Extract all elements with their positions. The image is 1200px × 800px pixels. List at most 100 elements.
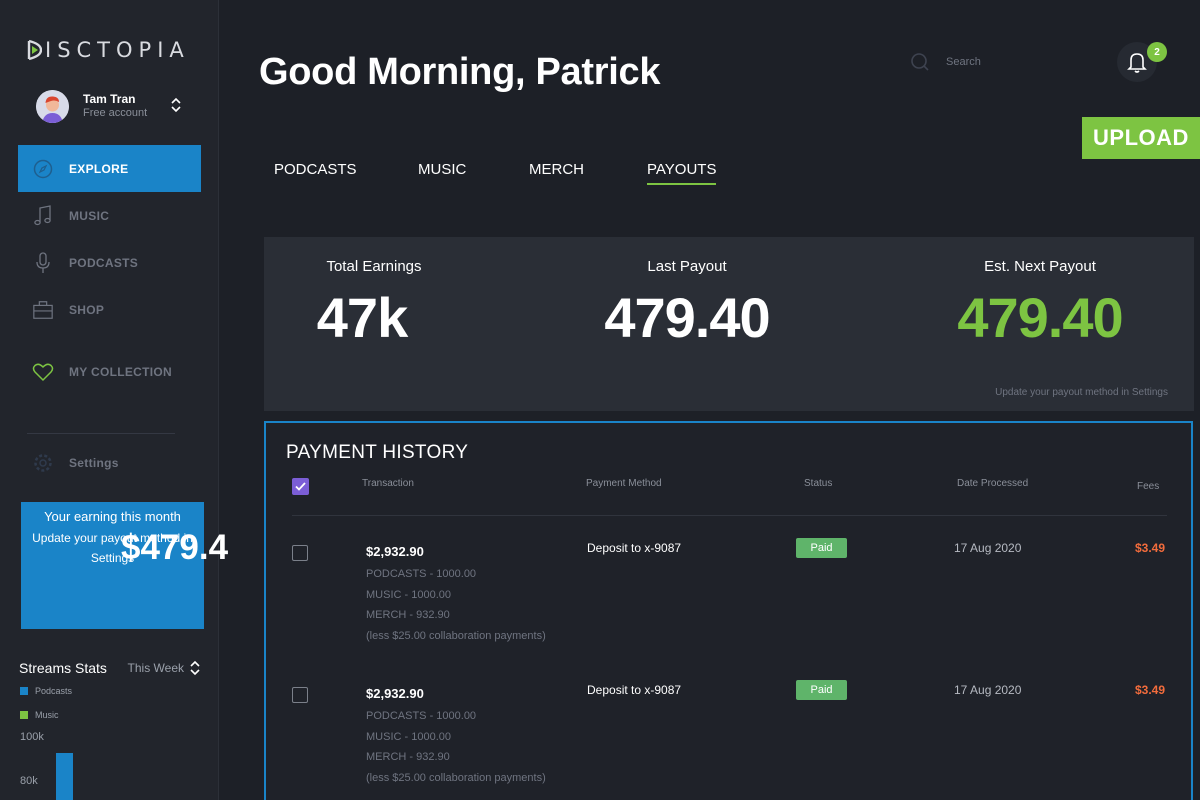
user-plan: Free account <box>83 106 148 119</box>
legend-swatch <box>20 687 28 695</box>
user-name: Tam Tran <box>83 91 136 106</box>
status-badge: Paid <box>796 538 847 558</box>
row-checkbox[interactable] <box>292 687 308 703</box>
gear-icon <box>32 452 54 474</box>
stats-range-label: This Week <box>127 661 184 675</box>
heart-icon <box>32 361 54 383</box>
row-checkbox[interactable] <box>292 545 308 561</box>
chevron-up-down-icon <box>190 660 200 676</box>
legend-music: Music <box>20 710 59 720</box>
streams-stats-title: Streams Stats <box>19 660 107 676</box>
sidebar-item-explore[interactable]: EXPLORE <box>18 145 201 192</box>
account-switcher[interactable]: Tam Tran Free account <box>36 88 186 124</box>
fee-amount: $3.49 <box>1134 541 1165 555</box>
breakdown-line: PODCASTS - 1000.00 <box>366 568 477 580</box>
sidebar-item-label: SHOP <box>69 302 105 317</box>
y-tick-label: 100k <box>20 731 44 743</box>
metric-value: 479.40 <box>604 286 770 349</box>
column-header-transaction[interactable]: Transaction <box>362 478 414 489</box>
column-header-status[interactable]: Status <box>804 478 833 489</box>
legend-podcasts: Podcasts <box>20 686 72 696</box>
sidebar-item-podcasts[interactable]: PODCASTS <box>18 239 201 286</box>
chevron-up-down-icon[interactable] <box>170 96 182 114</box>
y-tick-label: 80k <box>20 775 38 787</box>
transaction-amount: $2,932.90 <box>366 544 424 559</box>
breakdown-line: MERCH - 932.90 <box>366 609 450 621</box>
legend-swatch <box>20 711 28 719</box>
legend-label: Music <box>35 710 59 720</box>
breakdown-line: PODCASTS - 1000.00 <box>366 710 477 722</box>
metric-value: 47k <box>316 286 408 349</box>
date-processed: 17 Aug 2020 <box>954 683 1022 697</box>
date-processed: 17 Aug 2020 <box>954 541 1022 555</box>
last-payout-metric: Last Payout 479.40 <box>580 258 794 350</box>
play-logo-icon <box>27 39 42 61</box>
page-title: Good Morning, Patrick <box>259 51 661 93</box>
sidebar-item-label: Settings <box>69 455 119 470</box>
metric-value: 479.40 <box>957 286 1123 349</box>
tab-payouts[interactable]: PAYOUTS <box>647 161 717 185</box>
tab-music[interactable]: MUSIC <box>418 161 467 178</box>
next-payout-metric: Est. Next Payout 479.40 <box>938 258 1142 350</box>
breakdown-line: MUSIC - 1000.00 <box>366 588 451 601</box>
total-earnings-metric: Total Earnings 47k <box>304 258 444 350</box>
tab-podcasts[interactable]: PODCASTS <box>274 161 357 178</box>
metric-label: Total Earnings <box>326 258 422 275</box>
metric-label: Est. Next Payout <box>984 258 1096 275</box>
earning-card-title: Your earning this month <box>44 509 181 524</box>
breakdown-line: (less $25.00 collaboration payments) <box>366 771 546 784</box>
breakdown-line: MERCH - 932.90 <box>366 751 450 763</box>
column-header-method[interactable]: Payment Method <box>586 478 662 489</box>
sidebar-item-label: PODCASTS <box>69 255 139 270</box>
sidebar-item-music[interactable]: MUSIC <box>18 192 201 239</box>
earning-card-amount: $479.4 <box>121 528 229 567</box>
music-note-icon <box>32 204 54 227</box>
payout-settings-hint[interactable]: Update your payout method in Settings <box>995 387 1168 398</box>
compass-icon <box>32 158 54 180</box>
shopping-bag-icon <box>32 299 54 321</box>
fee-amount: $3.49 <box>1134 683 1165 697</box>
select-all-checkbox[interactable] <box>292 478 309 495</box>
checkmark-icon <box>295 482 306 491</box>
metric-label: Last Payout <box>647 258 727 275</box>
transaction-breakdown: PODCASTS - 1000.00 MUSIC - 1000.00 MERCH… <box>366 564 546 646</box>
avatar <box>36 89 69 123</box>
status-badge: Paid <box>796 680 847 700</box>
sidebar-item-label: MUSIC <box>69 208 110 223</box>
column-header-fees[interactable]: Fees <box>1137 481 1160 492</box>
stats-range-select[interactable]: This Week <box>128 660 201 676</box>
payout-summary-panel: Total Earnings 47k Last Payout 479.40 Es… <box>264 237 1194 411</box>
monthly-earning-card[interactable]: Your earning this month $479.4 Update yo… <box>21 502 228 629</box>
payment-method: Deposit to x-9087 <box>587 541 682 555</box>
tab-merch[interactable]: MERCH <box>529 161 584 178</box>
streams-stats-header: Streams Stats This Week <box>19 660 201 676</box>
podcasts-bar[interactable] <box>56 753 73 800</box>
search-icon <box>911 53 929 71</box>
sidebar-divider <box>27 433 175 434</box>
legend-label: Podcasts <box>35 686 73 696</box>
breakdown-line: MUSIC - 1000.00 <box>366 730 451 743</box>
earning-card-subtitle: Update your payout method in Settings <box>32 531 193 565</box>
notification-count-badge: 2 <box>1147 42 1167 62</box>
sidebar-item-shop[interactable]: SHOP <box>18 286 201 333</box>
payment-method: Deposit to x-9087 <box>587 683 682 697</box>
payment-history-table: PAYMENT HISTORY Transaction Payment Meth… <box>264 421 1193 800</box>
microphone-icon <box>32 251 54 274</box>
search-bar[interactable]: Search <box>910 52 981 72</box>
transaction-amount: $2,932.90 <box>366 686 424 701</box>
search-input[interactable]: Search <box>946 56 981 68</box>
sidebar-item-label: MY COLLECTION <box>69 364 173 379</box>
header-divider <box>292 515 1167 516</box>
sidebar-item-my-collection[interactable]: MY COLLECTION <box>18 348 201 395</box>
column-header-date[interactable]: Date Processed <box>957 478 1029 489</box>
transaction-breakdown: PODCASTS - 1000.00 MUSIC - 1000.00 MERCH… <box>366 706 546 788</box>
sidebar-item-settings[interactable]: Settings <box>18 439 201 486</box>
sidebar: ISCTOPIA Tam Tran Free account EXPLORE <box>0 0 228 800</box>
sidebar-item-label: EXPLORE <box>69 161 129 176</box>
breakdown-line: (less $25.00 collaboration payments) <box>366 629 546 642</box>
section-title: PAYMENT HISTORY <box>286 442 469 463</box>
bell-icon <box>1127 53 1147 73</box>
upload-button[interactable]: UPLOAD <box>1082 117 1200 159</box>
app-logo-text: ISCTOPIA <box>45 38 190 62</box>
app-logo[interactable]: ISCTOPIA <box>26 38 190 62</box>
